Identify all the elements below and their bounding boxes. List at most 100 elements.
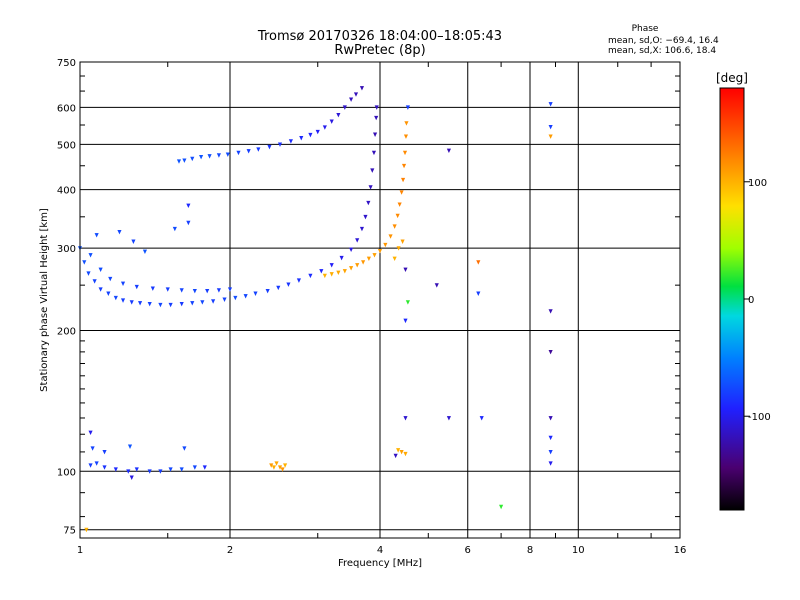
data-point xyxy=(90,446,95,451)
data-point xyxy=(368,185,373,190)
data-point xyxy=(126,469,131,474)
data-point xyxy=(168,467,173,472)
data-point xyxy=(401,163,407,169)
data-point xyxy=(129,475,134,480)
plot-frame xyxy=(79,61,681,539)
y-tick-label: 500 xyxy=(57,140,76,151)
data-point xyxy=(182,446,187,451)
data-point xyxy=(158,469,163,474)
data-point xyxy=(446,416,451,421)
data-point xyxy=(88,253,93,258)
data-point xyxy=(190,156,195,162)
data-point xyxy=(150,286,155,291)
data-point xyxy=(233,295,238,301)
data-point xyxy=(200,300,205,305)
data-point xyxy=(359,86,365,91)
y-tick-label: 750 xyxy=(57,58,76,69)
data-point xyxy=(82,260,87,265)
data-point xyxy=(216,288,221,293)
data-point xyxy=(267,144,272,150)
data-point xyxy=(499,504,504,510)
data-point xyxy=(192,289,197,294)
data-point xyxy=(186,203,191,209)
data-point xyxy=(182,158,187,163)
colorbar-tick-label: 0 xyxy=(748,295,754,306)
data-point xyxy=(225,152,230,157)
data-point xyxy=(202,465,207,470)
data-point xyxy=(176,159,182,164)
data-point xyxy=(108,276,113,282)
data-point xyxy=(349,266,354,271)
data-point xyxy=(548,416,553,421)
stats-title: Phase xyxy=(632,24,659,34)
data-point xyxy=(339,255,344,261)
data-point xyxy=(142,249,148,255)
data-point xyxy=(276,285,281,291)
data-point xyxy=(147,301,152,307)
data-point xyxy=(399,450,404,455)
data-point xyxy=(179,301,184,307)
data-point xyxy=(393,453,398,459)
chart-title: Tromsø 20170326 18:04:00–18:05:43 xyxy=(257,29,502,44)
x-axis-label: Frequency [MHz] xyxy=(338,558,422,569)
colorbar-tick-label: 100 xyxy=(748,178,767,189)
data-point xyxy=(274,461,279,466)
data-point xyxy=(88,463,93,468)
data-point xyxy=(265,289,270,294)
data-point xyxy=(280,467,285,472)
data-point xyxy=(405,105,410,110)
data-point xyxy=(400,239,405,244)
data-point xyxy=(366,256,371,262)
data-point xyxy=(120,281,126,287)
data-point xyxy=(359,226,365,232)
data-point xyxy=(117,229,122,235)
data-point xyxy=(192,465,197,470)
data-point xyxy=(434,283,439,288)
data-point xyxy=(342,269,347,274)
data-point xyxy=(405,300,410,305)
data-point xyxy=(396,448,401,453)
data-point xyxy=(396,246,401,251)
data-point xyxy=(246,149,251,154)
data-point xyxy=(106,291,111,296)
data-point xyxy=(102,465,107,470)
data-point xyxy=(355,238,360,243)
data-point xyxy=(84,527,89,533)
data-point xyxy=(129,300,134,305)
data-point xyxy=(207,154,212,159)
data-point xyxy=(366,200,371,206)
data-point xyxy=(288,139,293,144)
data-point xyxy=(403,134,409,139)
y-axis-ticks: 75 100 200 300 400 500 600 750 xyxy=(57,58,680,537)
data-point xyxy=(322,125,327,130)
data-point xyxy=(329,263,334,268)
x-tick-label: 4 xyxy=(377,545,383,556)
data-point xyxy=(399,190,404,195)
data-point xyxy=(120,298,126,303)
data-point xyxy=(374,115,379,121)
data-point xyxy=(395,213,400,219)
data-point xyxy=(88,430,93,436)
chart-subtitle: RwPretec (8p) xyxy=(334,43,425,58)
data-point xyxy=(186,220,191,226)
data-point xyxy=(308,273,313,279)
data-point xyxy=(329,272,334,277)
data-point xyxy=(392,224,397,229)
data-point xyxy=(402,150,408,156)
data-point xyxy=(548,124,553,130)
data-point xyxy=(548,349,553,355)
data-point xyxy=(548,450,553,455)
data-point xyxy=(329,119,334,124)
data-point xyxy=(353,92,359,97)
colorbar-ticks: 100 0 -100 xyxy=(744,178,771,423)
data-point xyxy=(355,263,360,268)
data-point xyxy=(548,309,553,314)
data-point xyxy=(172,226,177,232)
data-point xyxy=(147,469,152,474)
data-point xyxy=(227,287,233,292)
data-point xyxy=(400,177,406,183)
data-point xyxy=(256,147,261,152)
data-point xyxy=(548,435,553,441)
data-point xyxy=(349,97,354,102)
data-point xyxy=(102,450,107,455)
